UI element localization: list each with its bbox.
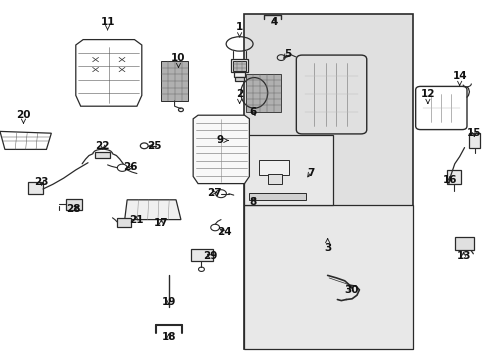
- Text: 28: 28: [66, 204, 81, 214]
- Circle shape: [273, 195, 278, 198]
- Bar: [468, 133, 479, 148]
- Text: 16: 16: [442, 175, 456, 185]
- Text: 21: 21: [128, 215, 143, 225]
- Text: 3: 3: [324, 239, 330, 253]
- Bar: [190, 249, 212, 261]
- Polygon shape: [124, 200, 181, 220]
- Bar: [259, 160, 288, 175]
- Text: 8: 8: [249, 197, 256, 207]
- Text: 24: 24: [216, 227, 231, 237]
- Bar: [117, 218, 131, 227]
- Text: 10: 10: [171, 53, 185, 67]
- Text: 15: 15: [466, 128, 481, 138]
- Bar: [232, 61, 246, 71]
- Bar: [267, 174, 281, 184]
- Bar: [249, 193, 305, 200]
- Polygon shape: [193, 115, 249, 184]
- Text: 18: 18: [161, 332, 176, 342]
- Text: 25: 25: [146, 141, 161, 151]
- Bar: [161, 61, 188, 101]
- Text: 5: 5: [283, 49, 290, 59]
- Bar: [230, 59, 248, 72]
- Text: 7: 7: [306, 168, 314, 178]
- Bar: [244, 205, 412, 349]
- Circle shape: [283, 195, 288, 198]
- Text: 13: 13: [455, 251, 470, 261]
- Text: 29: 29: [203, 251, 217, 261]
- Circle shape: [264, 195, 268, 198]
- Text: 22: 22: [95, 141, 110, 151]
- Bar: [66, 199, 81, 210]
- Circle shape: [293, 195, 298, 198]
- Text: 30: 30: [343, 285, 358, 295]
- Bar: [244, 135, 332, 205]
- Bar: [28, 182, 43, 194]
- Text: 2: 2: [236, 89, 243, 103]
- Bar: [233, 72, 245, 77]
- Text: 26: 26: [123, 162, 138, 172]
- Text: 4: 4: [269, 17, 277, 27]
- Bar: [454, 237, 473, 250]
- Bar: [245, 74, 281, 112]
- Bar: [447, 170, 460, 184]
- Text: 6: 6: [249, 107, 256, 117]
- Bar: [244, 14, 412, 349]
- Text: 12: 12: [420, 89, 434, 103]
- Text: 27: 27: [206, 188, 221, 198]
- Bar: [95, 152, 110, 158]
- Circle shape: [277, 165, 285, 170]
- Text: 23: 23: [34, 177, 49, 187]
- Text: 19: 19: [161, 297, 176, 307]
- Text: 17: 17: [154, 218, 168, 228]
- Bar: [234, 77, 244, 81]
- Circle shape: [254, 195, 259, 198]
- Circle shape: [260, 165, 267, 170]
- Text: 14: 14: [451, 71, 466, 85]
- Text: 11: 11: [100, 17, 115, 30]
- Text: 20: 20: [16, 110, 31, 123]
- Text: 1: 1: [236, 22, 243, 37]
- Text: 9: 9: [216, 135, 227, 145]
